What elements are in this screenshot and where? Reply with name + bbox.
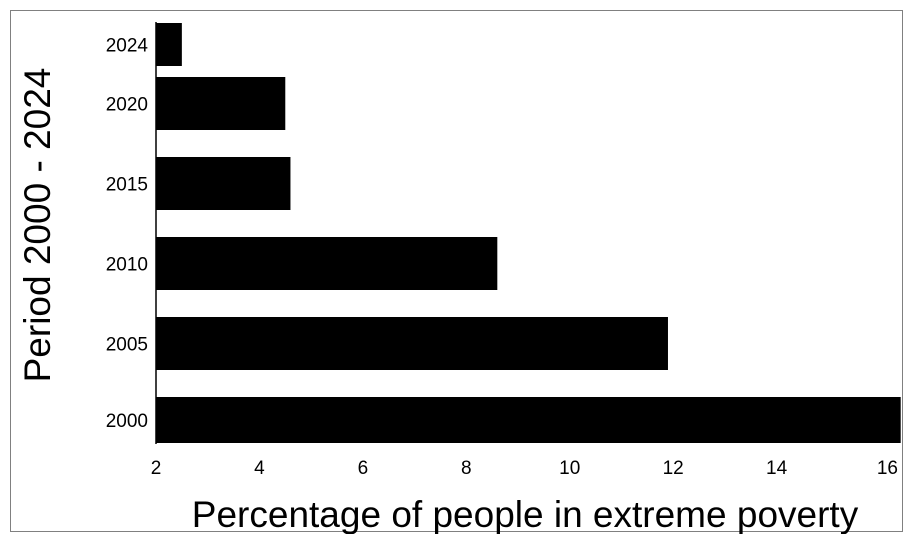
x-tick-label-14: 14 bbox=[766, 458, 788, 479]
x-tick-label-4: 4 bbox=[254, 458, 265, 479]
x-tick-label-10: 10 bbox=[559, 458, 580, 479]
bar-2005 bbox=[156, 317, 668, 370]
x-axis-title: Percentage of people in extreme poverty bbox=[192, 494, 859, 534]
bar-2010 bbox=[156, 237, 498, 290]
y-tick-label-2010: 2010 bbox=[106, 255, 148, 276]
y-tick-labels: 2000 2005 2010 2015 2020 2024 bbox=[106, 36, 149, 433]
chart-frame bbox=[10, 10, 903, 532]
y-tick-label-2024: 2024 bbox=[106, 36, 149, 57]
y-tick-label-2000: 2000 bbox=[106, 411, 148, 432]
x-tick-label-8: 8 bbox=[461, 458, 472, 479]
bar-2015 bbox=[156, 157, 291, 210]
y-tick-label-2020: 2020 bbox=[106, 95, 148, 116]
x-tick-label-16: 16 bbox=[877, 458, 898, 479]
bar-2020 bbox=[156, 77, 286, 130]
bars-group bbox=[156, 23, 901, 443]
y-axis-title: Period 2000 - 2024 bbox=[17, 68, 58, 383]
bar-2024 bbox=[156, 23, 182, 66]
x-tick-label-12: 12 bbox=[663, 458, 684, 479]
x-tick-labels: 2 4 6 8 10 12 14 16 bbox=[151, 458, 898, 479]
y-tick-label-2005: 2005 bbox=[106, 335, 148, 356]
x-tick-label-6: 6 bbox=[358, 458, 369, 479]
y-tick-label-2015: 2015 bbox=[106, 175, 148, 196]
x-tick-label-2: 2 bbox=[151, 458, 162, 479]
bar-2000 bbox=[156, 397, 901, 443]
